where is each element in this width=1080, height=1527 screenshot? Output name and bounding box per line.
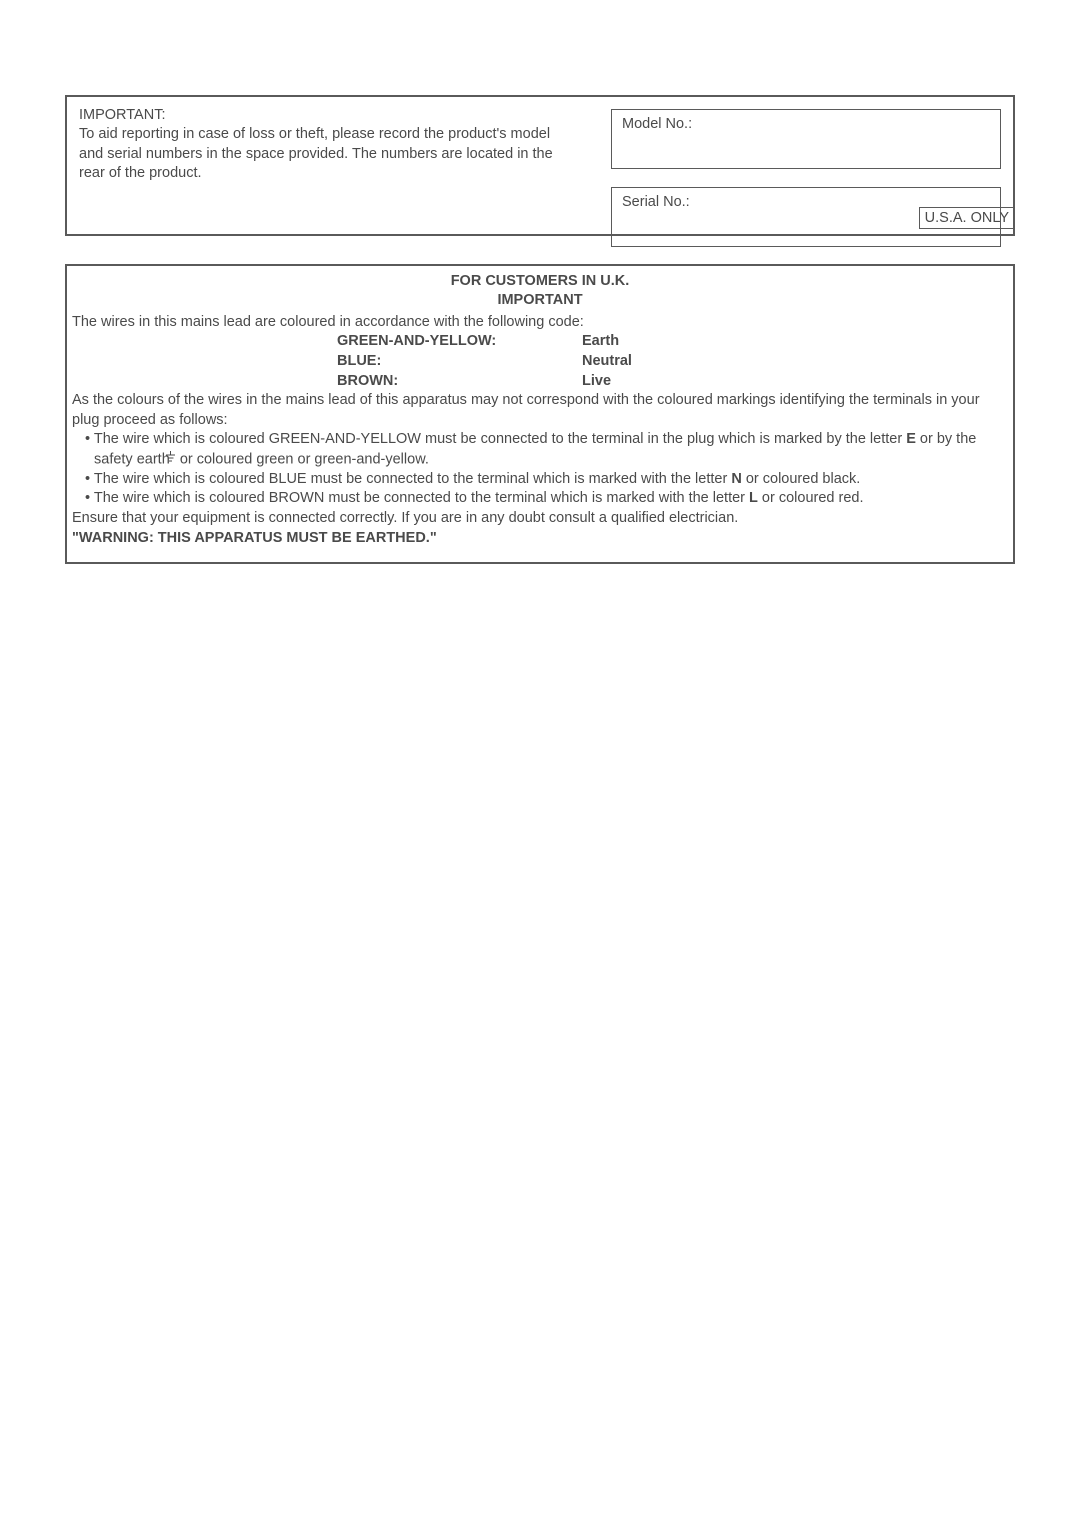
bullet2-pre: • The wire which is coloured BLUE must b…	[85, 471, 731, 487]
wire-row: GREEN-AND-YELLOW: Earth	[337, 332, 1008, 352]
wire-meaning: Live	[582, 372, 611, 392]
wire-row: BROWN: Live	[337, 372, 1008, 392]
wire-color: GREEN-AND-YELLOW:	[337, 332, 582, 352]
wire-meaning: Earth	[582, 332, 619, 352]
serial-no-label: Serial No.:	[622, 194, 690, 210]
wire-color: BROWN:	[337, 372, 582, 392]
bullet1-pre: • The wire which is coloured GREEN-AND-Y…	[85, 431, 906, 447]
bullet2-letter: N	[731, 471, 741, 487]
bullet-2: • The wire which is coloured BLUE must b…	[72, 470, 1008, 490]
usa-only-badge: U.S.A. ONLY	[919, 207, 1015, 229]
model-no-field[interactable]: Model No.:	[611, 109, 1001, 169]
bullet2-post: or coloured black.	[742, 471, 860, 487]
model-no-label: Model No.:	[622, 116, 692, 132]
bullet1-post: or coloured green or green-and-yellow.	[176, 451, 429, 467]
usa-only-text: U.S.A. ONLY	[925, 210, 1009, 226]
warning-text: "WARNING: THIS APPARATUS MUST BE EARTHED…	[72, 529, 1008, 549]
bullet-3: • The wire which is coloured BROWN must …	[72, 489, 1008, 509]
uk-intro: The wires in this mains lead are coloure…	[72, 313, 1008, 333]
bullet1-letter: E	[906, 431, 916, 447]
bullet-1: • The wire which is coloured GREEN-AND-Y…	[72, 430, 1008, 470]
bullet3-post: or coloured red.	[758, 490, 864, 506]
ensure-text: Ensure that your equipment is connected …	[72, 509, 1008, 529]
uk-para2: As the colours of the wires in the mains…	[72, 391, 1008, 430]
wire-code-table: GREEN-AND-YELLOW: Earth BLUE: Neutral BR…	[337, 332, 1008, 391]
record-box: IMPORTANT: To aid reporting in case of l…	[65, 95, 1015, 236]
wire-row: BLUE: Neutral	[337, 352, 1008, 372]
uk-important: IMPORTANT	[72, 291, 1008, 311]
uk-title: FOR CUSTOMERS IN U.K.	[72, 272, 1008, 292]
important-label: IMPORTANT:	[79, 107, 569, 123]
bullet3-pre: • The wire which is coloured BROWN must …	[85, 490, 749, 506]
uk-customers-box: FOR CUSTOMERS IN U.K. IMPORTANT The wire…	[65, 264, 1015, 564]
bullet3-letter: L	[749, 490, 758, 506]
important-block: IMPORTANT: To aid reporting in case of l…	[79, 107, 569, 184]
important-text: To aid reporting in case of loss or thef…	[79, 125, 569, 184]
wire-meaning: Neutral	[582, 352, 632, 372]
wire-color: BLUE:	[337, 352, 582, 372]
